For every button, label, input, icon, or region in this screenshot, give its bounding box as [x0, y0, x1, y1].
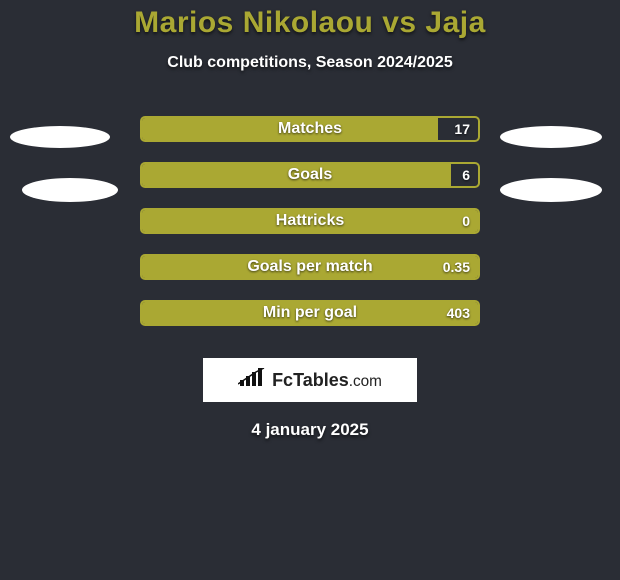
root: Marios Nikolaou vs Jaja Club competition…: [0, 0, 620, 440]
bar-track: Matches 17: [140, 116, 480, 142]
stat-row: Hattricks 0: [0, 208, 620, 234]
bar-label: Goals per match: [247, 258, 372, 276]
bar-track: Goals 6: [140, 162, 480, 188]
bar-chart-icon: [238, 368, 266, 393]
bar-value: 17: [454, 121, 470, 137]
brand-suffix: .com: [349, 373, 382, 391]
decorative-ellipse: [22, 178, 118, 202]
bar-label: Goals: [288, 166, 332, 184]
bar-label: Matches: [278, 120, 342, 138]
bar-label: Min per goal: [263, 304, 357, 322]
brand-badge: FcTables.com: [203, 358, 417, 402]
brand-main: Tables: [293, 370, 349, 391]
stats-section: Matches 17 Goals 6 Hattricks 0 Goals per match…: [0, 116, 620, 346]
bar-value: 0: [462, 213, 470, 229]
bar-track: Min per goal 403: [140, 300, 480, 326]
brand-prefix: Fc: [272, 370, 293, 391]
bar-label: Hattricks: [276, 212, 344, 230]
brand-text: FcTables.com: [272, 370, 382, 391]
bar-value: 0.35: [443, 259, 470, 275]
bar-track: Goals per match 0.35: [140, 254, 480, 280]
stat-row: Goals per match 0.35: [0, 254, 620, 280]
date-text: 4 january 2025: [251, 420, 368, 440]
subtitle: Club competitions, Season 2024/2025: [167, 54, 452, 72]
decorative-ellipse: [500, 178, 602, 202]
bar-value: 403: [447, 305, 470, 321]
decorative-ellipse: [10, 126, 110, 148]
bar-track: Hattricks 0: [140, 208, 480, 234]
decorative-ellipse: [500, 126, 602, 148]
bar-value: 6: [462, 167, 470, 183]
page-title: Marios Nikolaou vs Jaja: [134, 6, 486, 40]
stat-row: Min per goal 403: [0, 300, 620, 326]
